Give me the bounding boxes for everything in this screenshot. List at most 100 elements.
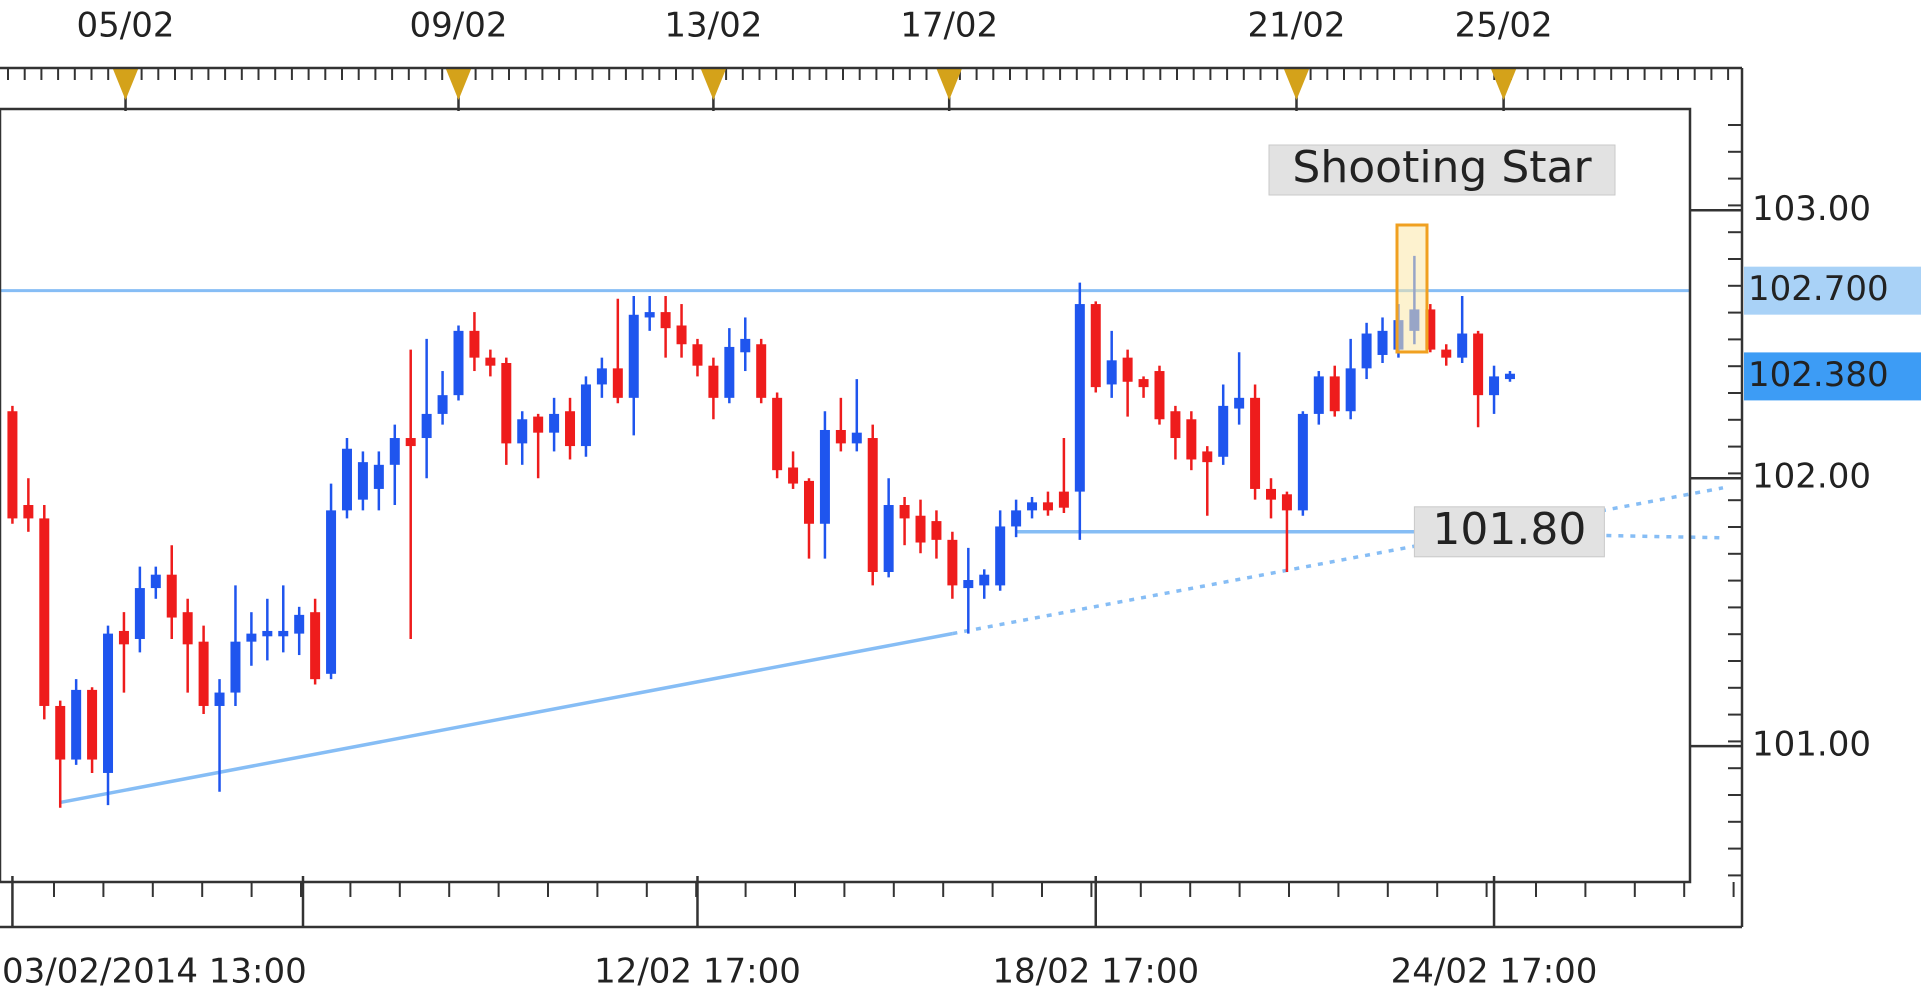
plot-frame <box>0 107 1692 884</box>
candle-body <box>549 413 560 433</box>
candle-body <box>995 526 1006 586</box>
candle-body <box>7 411 18 519</box>
plot-marks <box>0 255 1724 808</box>
candle-body <box>1425 309 1436 350</box>
candle-body <box>517 419 528 444</box>
candle-body <box>182 612 193 645</box>
x2-tick-label: 17/02 <box>900 6 998 46</box>
x2-tick-marker <box>445 68 472 100</box>
x2-tick-marker <box>112 68 139 100</box>
candle-body <box>1234 397 1245 409</box>
candle-body <box>1281 494 1292 511</box>
candle-body <box>565 411 576 447</box>
candle-body <box>501 363 512 444</box>
x-tick-label: 12/02 17:00 <box>594 952 801 992</box>
candle-body <box>692 344 703 366</box>
candle-body <box>1329 376 1340 412</box>
x2-tick-label: 21/02 <box>1248 6 1346 46</box>
x2-tick-marker <box>936 68 963 100</box>
candle-body <box>1345 368 1356 412</box>
candle-body <box>1106 360 1117 385</box>
candle-body <box>1170 411 1181 439</box>
candle-body <box>1090 304 1101 388</box>
candle-body <box>628 314 639 398</box>
support-label: 101.80 <box>1432 504 1586 555</box>
candle-body <box>150 574 161 589</box>
candle-body <box>708 365 719 398</box>
candle-body <box>931 521 942 540</box>
candle-body <box>278 630 289 637</box>
candle-body <box>1011 510 1022 527</box>
last-price-label: 102.380 <box>1748 355 1889 395</box>
y-tick-label: 102.00 <box>1752 457 1871 497</box>
candle-body <box>1504 373 1515 380</box>
annotation: Shooting Star <box>1292 142 1592 193</box>
x2-tick-label: 05/02 <box>77 6 175 46</box>
y-tick-label: 103.00 <box>1752 189 1871 229</box>
candle-body <box>453 330 464 396</box>
candle-body <box>963 580 974 589</box>
x-tick-label: 24/02 17:00 <box>1391 952 1598 992</box>
candle-body <box>437 395 448 414</box>
x2-tick-label: 09/02 <box>410 6 508 46</box>
candle-body <box>246 633 257 642</box>
candle-body <box>724 346 735 398</box>
candle-body <box>166 574 177 618</box>
candle-body <box>421 413 432 439</box>
x2-tick-label: 13/02 <box>664 6 762 46</box>
candle-body <box>740 338 751 353</box>
x-tick-label: 03/02/2014 13:00 <box>2 952 307 992</box>
candle-body <box>1218 405 1229 457</box>
candle-body <box>644 312 655 318</box>
candle-body <box>310 612 321 680</box>
candle-body <box>660 312 671 329</box>
candle-body <box>979 574 990 586</box>
candle-body <box>1377 330 1388 355</box>
candle-body <box>1441 349 1452 358</box>
candle-body <box>469 330 480 358</box>
candle-body <box>819 429 830 524</box>
x2-tick-marker <box>1283 68 1310 100</box>
candle-body <box>262 630 273 637</box>
candle-body <box>1297 413 1308 511</box>
candle-body <box>1074 304 1085 492</box>
candle-body <box>341 448 352 511</box>
y-tick-label: 101.00 <box>1752 725 1871 765</box>
candle-body <box>230 641 241 693</box>
x2-tick-marker <box>1490 68 1517 100</box>
candle-body <box>788 467 799 484</box>
candle-body <box>326 510 337 674</box>
candle-body <box>1027 502 1038 511</box>
candle-body <box>1250 397 1261 489</box>
candle-body <box>39 518 50 706</box>
candle-body <box>294 614 305 634</box>
last-price-box <box>1744 352 1921 401</box>
annotation-box <box>1268 144 1616 196</box>
candle-body <box>134 588 145 639</box>
candle-body <box>533 416 544 433</box>
x2-tick-marker <box>700 68 727 100</box>
candle-body <box>198 641 209 706</box>
candle-body <box>580 384 591 447</box>
labels: Shooting Star 103.00 102.00 101.00 05/02 09/… <box>2 6 1921 992</box>
candle-body <box>118 630 129 645</box>
candle-body <box>676 325 687 345</box>
candle-body <box>915 515 926 543</box>
candle-body <box>1313 376 1324 414</box>
candle-body <box>71 689 82 760</box>
pattern-highlight <box>1395 223 1429 354</box>
candle-body <box>1122 357 1133 382</box>
candle-body <box>357 462 368 500</box>
candle-body <box>103 633 114 773</box>
x2-tick-label: 25/02 <box>1455 6 1553 46</box>
candle-body <box>1457 333 1468 358</box>
candle-body <box>1058 491 1069 508</box>
resistance-label: 102.700 <box>1748 269 1889 309</box>
candle-body <box>87 689 98 760</box>
candle-body <box>1361 333 1372 369</box>
support-label-box <box>1413 506 1605 558</box>
trendline <box>59 631 953 805</box>
